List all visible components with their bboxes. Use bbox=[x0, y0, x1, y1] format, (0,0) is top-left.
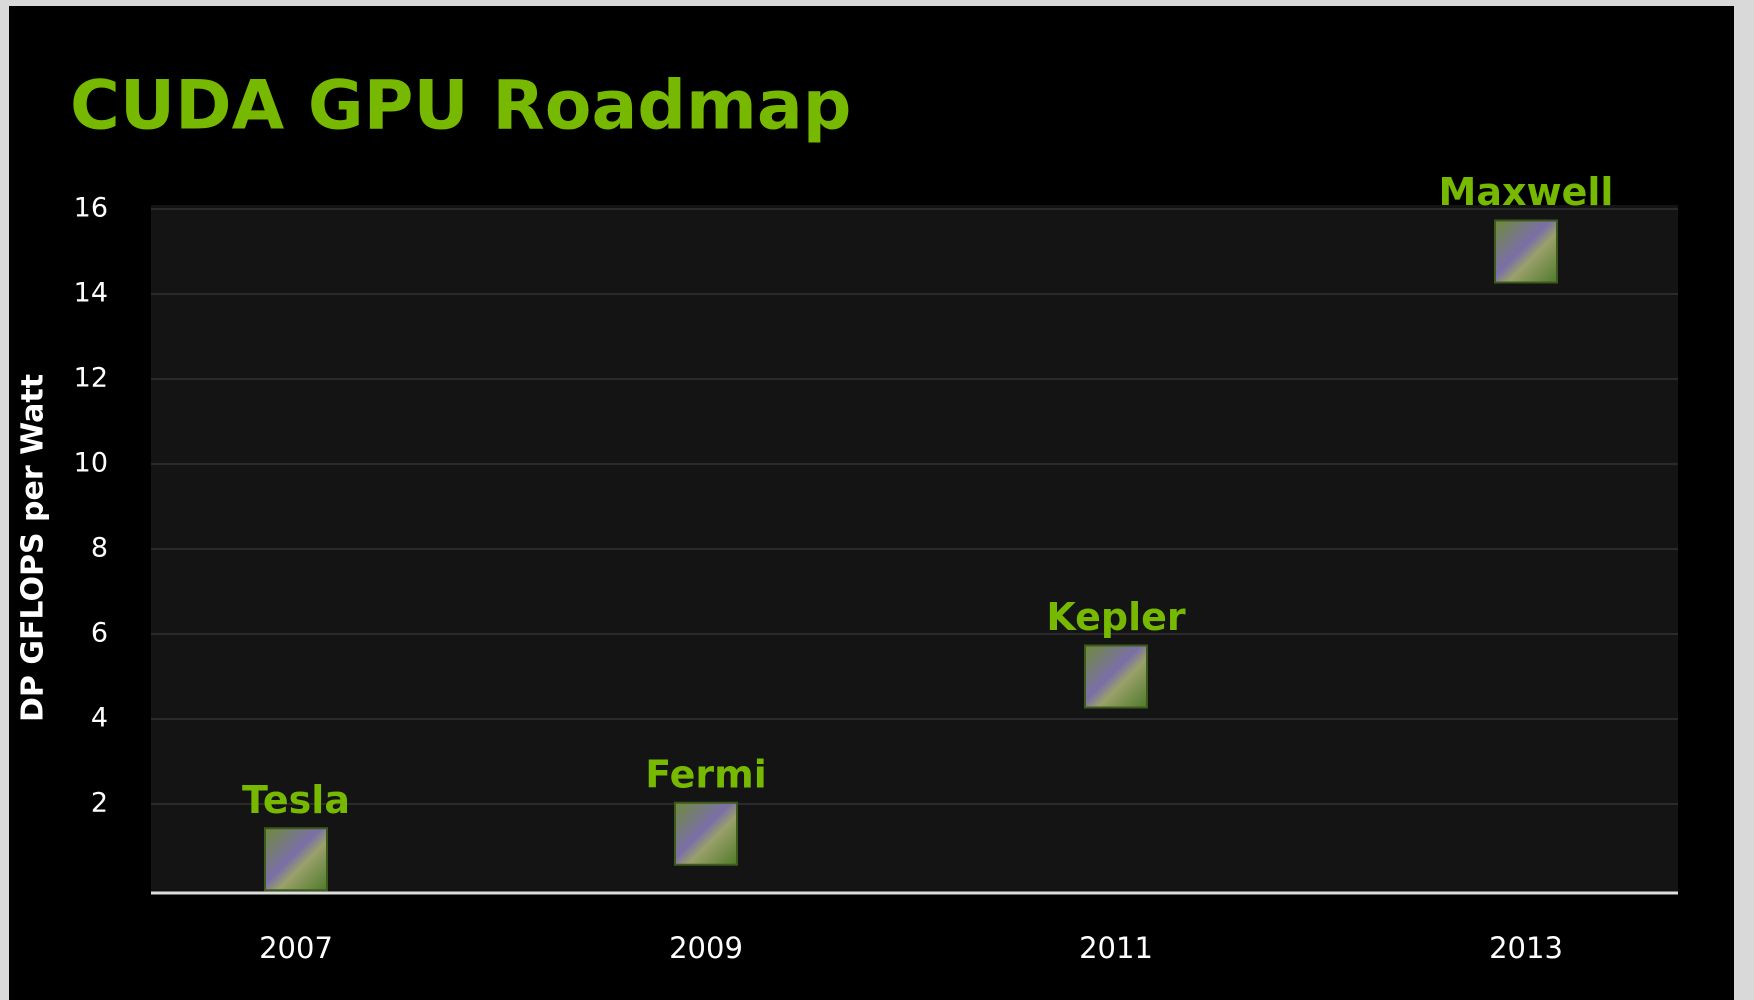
y-tick-label: 12 bbox=[74, 363, 108, 394]
y-tick-label: 6 bbox=[91, 618, 108, 649]
chip-marker bbox=[675, 803, 737, 865]
chart: CUDA GPU Roadmap DP GFLOPS per Watt 2 4 6 8… bbox=[0, 0, 1754, 1000]
point-label: Kepler bbox=[1046, 595, 1186, 639]
chip-marker bbox=[265, 828, 327, 890]
y-tick-label: 8 bbox=[91, 533, 108, 564]
page: CUDA GPU Roadmap DP GFLOPS per Watt 2 4 6 8… bbox=[0, 0, 1754, 1000]
point-label: Maxwell bbox=[1439, 170, 1614, 214]
y-tick-label: 10 bbox=[74, 448, 108, 479]
y-tick-label: 4 bbox=[91, 703, 108, 734]
chip-marker bbox=[1495, 221, 1557, 283]
x-tick-label: 2013 bbox=[1489, 931, 1563, 965]
chart-title: CUDA GPU Roadmap bbox=[70, 67, 851, 146]
point-label: Tesla bbox=[242, 778, 350, 822]
y-tick-label: 16 bbox=[74, 193, 108, 224]
y-tick-label: 14 bbox=[74, 278, 108, 309]
point-label: Fermi bbox=[645, 752, 767, 796]
chip-marker bbox=[1085, 646, 1147, 708]
x-tick-label: 2007 bbox=[259, 931, 333, 965]
y-tick-label: 2 bbox=[91, 788, 108, 819]
y-axis-label: DP GFLOPS per Watt bbox=[16, 374, 51, 722]
x-tick-label: 2011 bbox=[1079, 931, 1153, 965]
x-tick-label: 2009 bbox=[669, 931, 743, 965]
